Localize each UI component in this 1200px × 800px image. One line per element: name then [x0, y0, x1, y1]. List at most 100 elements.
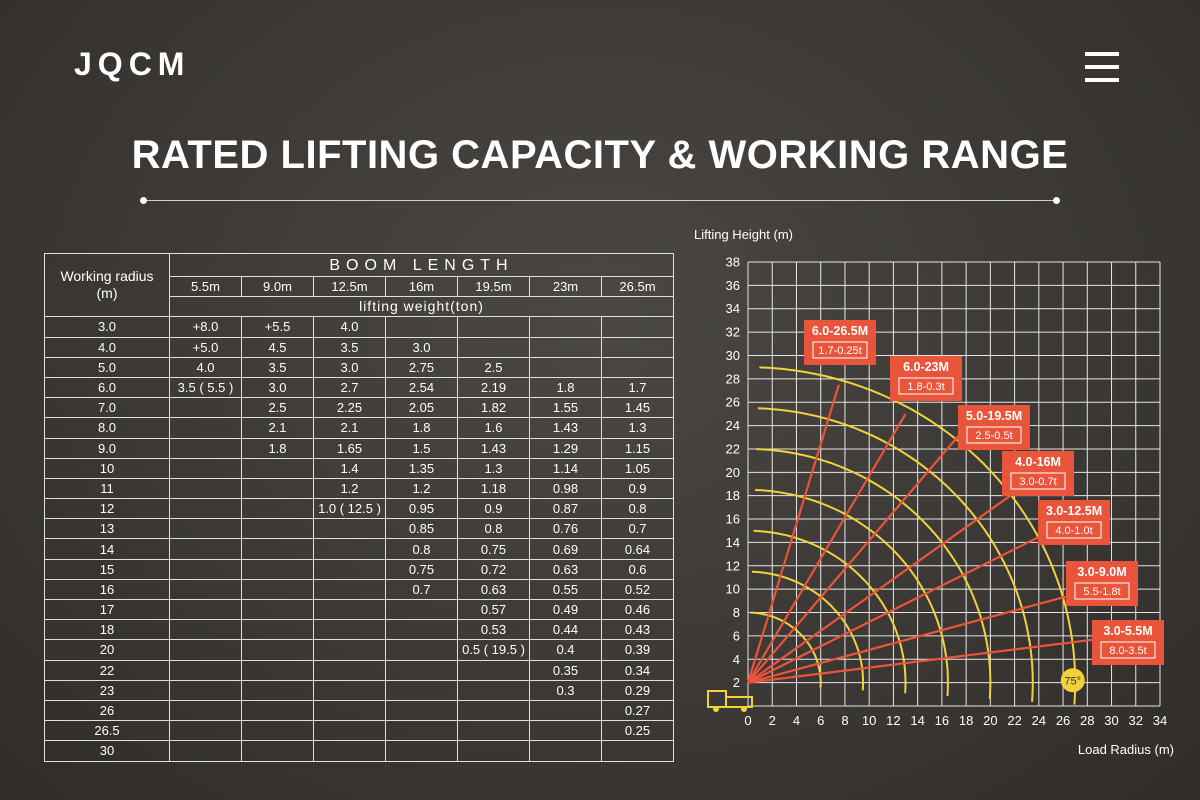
- capacity-cell: [169, 417, 242, 439]
- radius-cell: 13: [44, 518, 170, 540]
- radius-cell: 17: [44, 598, 170, 621]
- capacity-cell: 1.2: [313, 477, 386, 500]
- capacity-cell: [457, 740, 530, 762]
- boom-label: 3.0-12.5M: [1046, 504, 1102, 518]
- capacity-cell: [169, 740, 242, 762]
- capacity-cell: [241, 558, 314, 580]
- capacity-cell: 0.55: [529, 578, 602, 601]
- capacity-cell: [385, 598, 458, 621]
- capacity-cell: 0.53: [457, 619, 530, 641]
- capacity-cell: 1.7: [601, 376, 674, 399]
- capacity-cell: 0.85: [385, 518, 458, 540]
- table-row: 4.0 +5.0 4.5 3.5 3.0: [44, 336, 674, 358]
- capacity-cell: [169, 477, 242, 500]
- capacity-cell: 1.55: [529, 397, 602, 419]
- capacity-cell: [313, 699, 386, 722]
- capacity-cell: [241, 679, 314, 701]
- capacity-cell: 2.5: [241, 397, 314, 419]
- capacity-cell: 1.15: [601, 437, 674, 459]
- capacity-cell: 0.8: [457, 518, 530, 540]
- capacity-cell: [169, 699, 242, 722]
- capacity-cell: 0.75: [385, 558, 458, 580]
- boom-capacity-label: 2.5-0.5t: [975, 430, 1012, 442]
- x-tick-label: 14: [910, 713, 924, 728]
- capacity-cell: 1.8: [529, 376, 602, 399]
- capacity-cell: 2.5: [457, 356, 530, 378]
- working-radius-label: Working radius: [60, 268, 154, 285]
- capacity-cell: 1.3: [457, 457, 530, 479]
- y-tick-label: 32: [726, 325, 740, 340]
- capacity-cell: [313, 558, 386, 580]
- working-range-arc: [757, 407, 1034, 702]
- table-row: 14 0.8 0.75 0.69 0.64: [44, 538, 674, 560]
- radius-cell: 30: [44, 740, 170, 762]
- radius-cell: 26.5: [44, 720, 170, 742]
- capacity-cell: [313, 518, 386, 540]
- y-tick-label: 20: [726, 465, 740, 480]
- capacity-cell: 1.45: [601, 397, 674, 419]
- boom-capacity-frame: [812, 341, 868, 359]
- capacity-cell: 1.3: [601, 417, 674, 439]
- menu-icon[interactable]: [1085, 52, 1119, 84]
- x-tick-label: 12: [886, 713, 900, 728]
- table-row: 22 0.35 0.34: [44, 659, 674, 681]
- capacity-cell: 4.0: [169, 356, 242, 378]
- capacity-cell: 1.18: [457, 477, 530, 500]
- capacity-cell: 0.95: [385, 498, 458, 520]
- capacity-cell: [529, 316, 602, 338]
- working-range-arc: [750, 611, 822, 688]
- boom-capacity-label: 3.0-0.7t: [1019, 476, 1056, 488]
- capacity-cell: 0.9: [601, 477, 674, 500]
- capacity-cell: [241, 457, 314, 479]
- working-radius-header: Working radius (m): [44, 252, 170, 318]
- boom-capacity-frame: [1046, 521, 1102, 539]
- boom-column-header: 23m: [529, 275, 602, 298]
- radius-cell: 6.0: [44, 376, 170, 399]
- capacity-cell: [169, 558, 242, 580]
- x-tick-label: 2: [769, 713, 776, 728]
- working-range-arc: [753, 529, 907, 694]
- capacity-cell: [529, 720, 602, 742]
- capacity-cell: 0.49: [529, 598, 602, 621]
- boom-line: [747, 588, 1094, 684]
- capacity-cell: [313, 598, 386, 621]
- capacity-cell: 0.8: [385, 538, 458, 560]
- working-range-arc: [756, 448, 992, 699]
- radius-cell: 26: [44, 699, 170, 722]
- capacity-cell: [601, 740, 674, 762]
- boom-capacity-label: 1.8-0.3t: [907, 381, 944, 393]
- truck-bed-icon: [725, 696, 753, 708]
- boom-line: [747, 413, 907, 684]
- capacity-cell: 2.54: [385, 376, 458, 399]
- boom-label: 4.0-16M: [1015, 455, 1061, 469]
- table-row: 13 0.85 0.8 0.76 0.7: [44, 518, 674, 540]
- table-row: 16 0.7 0.63 0.55 0.52: [44, 578, 674, 601]
- boom-line: [747, 483, 1028, 684]
- boom-label: 6.0-26.5M: [812, 324, 868, 338]
- capacity-cell: 1.43: [457, 437, 530, 459]
- capacity-cell: [169, 437, 242, 459]
- capacity-cell: 3.0: [385, 336, 458, 358]
- capacity-cell: 0.44: [529, 619, 602, 641]
- boom-capacity-label: 5.5-1.8t: [1083, 586, 1120, 598]
- radius-cell: 3.0: [44, 316, 170, 338]
- working-range-arc: [754, 489, 949, 697]
- y-tick-label: 34: [726, 301, 740, 316]
- angle-badge: [1060, 668, 1085, 693]
- capacity-cell: [241, 518, 314, 540]
- radius-cell: 4.0: [44, 336, 170, 358]
- capacity-cell: 2.7: [313, 376, 386, 399]
- table-row: 30: [44, 740, 674, 762]
- boom-length-header: BOOM LENGTH: [169, 253, 674, 277]
- y-tick-label: 12: [726, 558, 740, 573]
- capacity-cell: [241, 598, 314, 621]
- boom-column-header: 26.5m: [601, 275, 674, 298]
- radius-cell: 16: [44, 578, 170, 601]
- capacity-cell: 4.5: [241, 336, 314, 358]
- x-tick-label: 8: [841, 713, 848, 728]
- capacity-cell: [241, 659, 314, 681]
- capacity-cell: [241, 477, 314, 500]
- working-range-arc: [751, 570, 865, 691]
- x-tick-label: 4: [793, 713, 800, 728]
- capacity-cell: 0.5 ( 19.5 ): [457, 639, 530, 661]
